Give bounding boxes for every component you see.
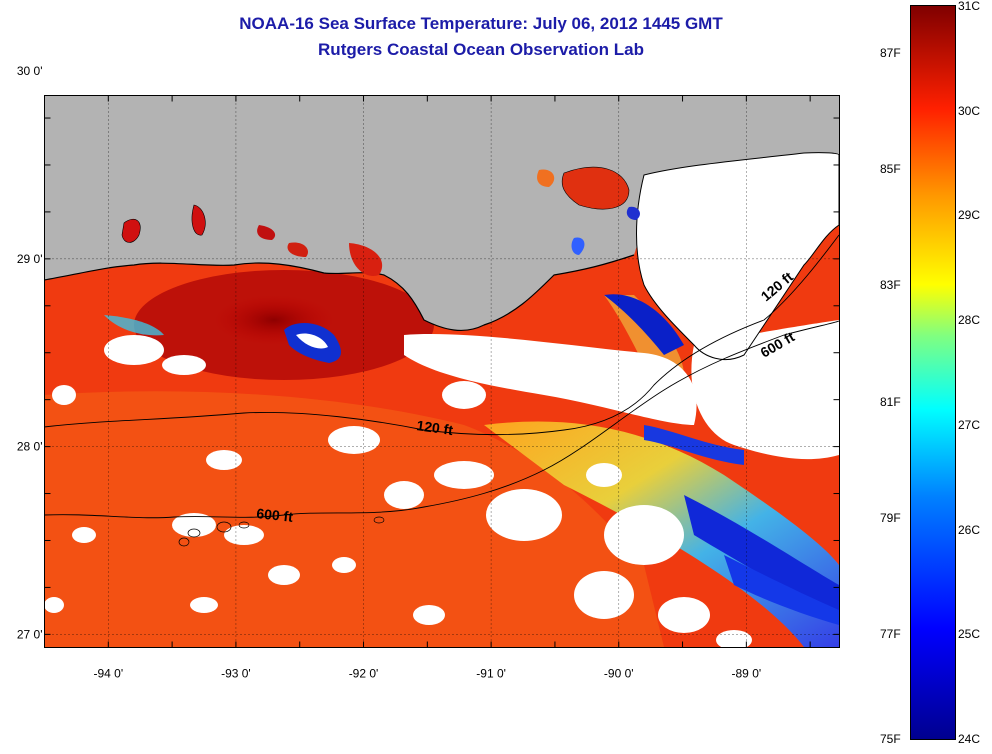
map-subtitle: Rutgers Coastal Ocean Observation Lab — [318, 40, 644, 59]
lat-tick-label: 29 0' — [17, 252, 43, 266]
lat-tick-label: 27 0' — [17, 627, 43, 641]
temperature-colorbar — [910, 5, 956, 740]
colorbar-fahrenheit-label: 75F — [880, 732, 901, 746]
colorbar-fahrenheit-label: 79F — [880, 510, 901, 525]
lon-tick-label: -91 0' — [476, 667, 506, 681]
sst-map: 120 ft 120 ft 600 ft 600 ft — [44, 95, 839, 647]
sst-map-canvas: 120 ft 120 ft 600 ft 600 ft — [44, 95, 839, 647]
lon-tick-label: -89 0' — [732, 667, 762, 681]
colorbar-celsius-label: 24C — [958, 732, 981, 746]
colorbar-celsius-label: 29C — [958, 208, 981, 223]
colorbar-celsius-label: 25C — [958, 627, 981, 642]
colorbar-fahrenheit-label: 83F — [880, 278, 901, 293]
lon-tick-label: -93 0' — [221, 667, 251, 681]
colorbar-celsius-label: 27C — [958, 417, 981, 432]
colorbar-fahrenheit-label: 87F — [880, 45, 901, 60]
map-title: NOAA-16 Sea Surface Temperature: July 06… — [239, 14, 723, 33]
lon-tick-label: -92 0' — [349, 667, 379, 681]
latitude-tick-labels: 30 0' 29 0' 28 0' 27 0' — [17, 64, 43, 641]
colorbar-fahrenheit-label: 81F — [880, 394, 901, 409]
colorbar-fahrenheit-label: 85F — [880, 161, 901, 176]
colorbar-fahrenheit-label: 77F — [880, 627, 901, 642]
colorbar-celsius-label: 30C — [958, 103, 981, 118]
colorbar-celsius-label: 31C — [958, 0, 981, 13]
colorbar-celsius-label: 26C — [958, 522, 981, 537]
lon-tick-label: -90 0' — [604, 667, 634, 681]
lat-tick-label: 28 0' — [17, 440, 43, 454]
lon-tick-label: -94 0' — [93, 667, 123, 681]
colorbar-celsius-label: 28C — [958, 313, 981, 328]
longitude-tick-labels: -94 0' -93 0' -92 0' -91 0' -90 0' -89 0' — [93, 667, 761, 681]
lat-tick-label: 30 0' — [17, 64, 43, 78]
